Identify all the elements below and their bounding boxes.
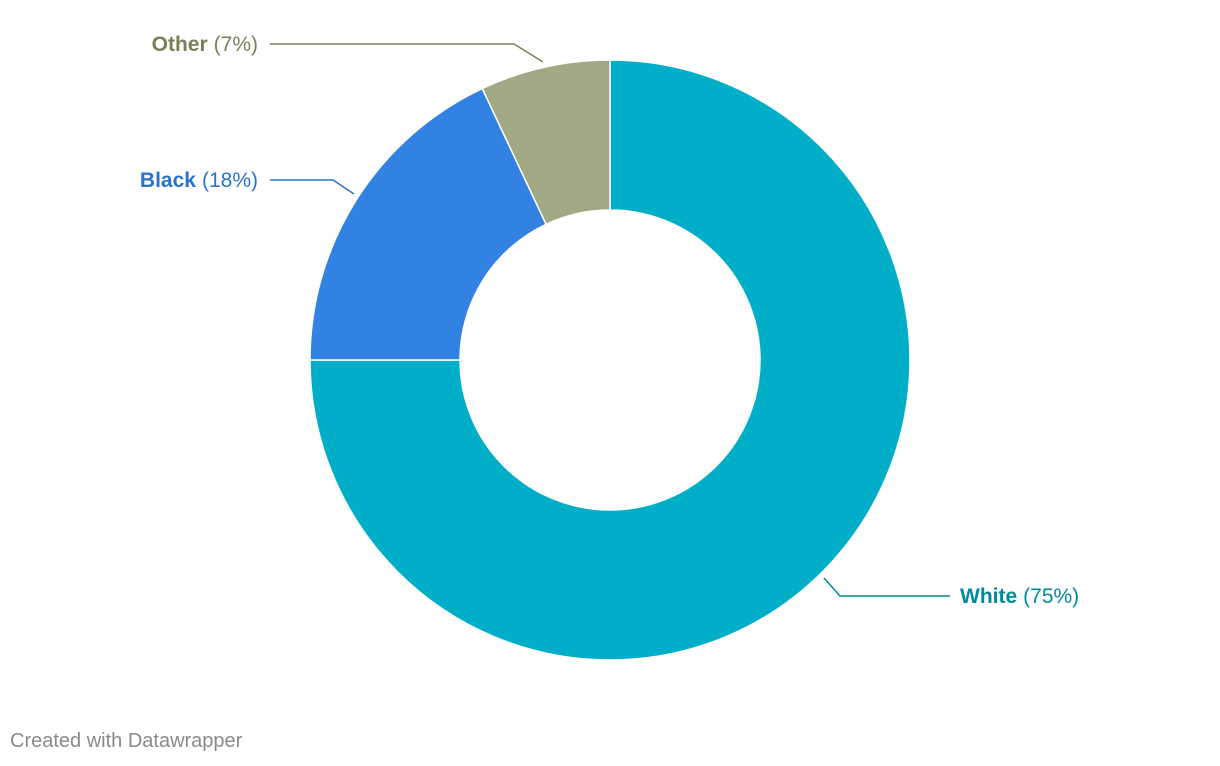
slice-label-white-value: (75%) [1023,585,1079,608]
leader-line-white [823,577,950,597]
leader-line-black [270,179,355,195]
slice-label-black: Black (18%) [140,169,258,192]
slice-label-black-value: (18%) [202,169,258,192]
slice-black [309,87,548,361]
donut-slices [309,59,911,661]
leader-line-other [270,43,544,63]
slice-label-other-name: Other [152,33,208,56]
datawrapper-credit: Created with Datawrapper [10,730,243,752]
slice-white [309,59,911,661]
slice-label-white-name: White [960,585,1017,608]
slice-other [481,59,611,226]
slice-label-other-value: (7%) [214,33,258,56]
slice-label-black-name: Black [140,169,196,192]
slice-label-white: White (75%) [960,585,1079,608]
slice-label-other: Other (7%) [152,33,258,56]
